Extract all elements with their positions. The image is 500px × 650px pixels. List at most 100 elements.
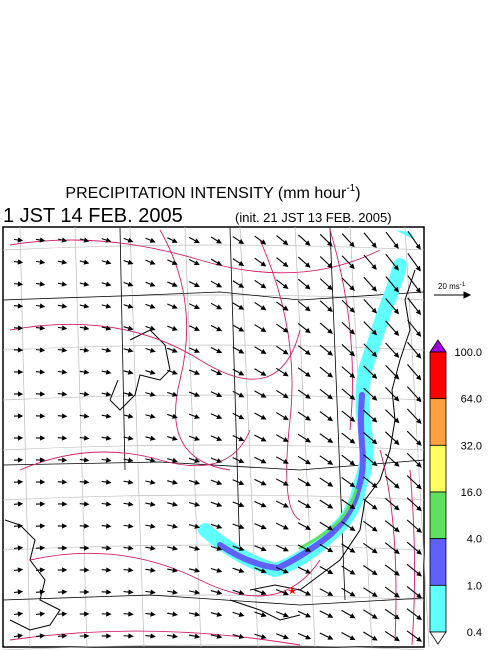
title-end: ) <box>355 185 360 202</box>
wind-arrow-head <box>150 457 156 463</box>
wind-arrow-head <box>416 614 423 621</box>
wind-arrow-head <box>327 372 333 378</box>
wind-arrow-head <box>371 635 378 641</box>
wind-arrow-head <box>305 393 311 399</box>
wind-arrow-head <box>282 327 289 333</box>
wind-arrow-head <box>327 525 334 531</box>
colorbar-label: 32.0 <box>461 440 482 452</box>
wind-arrow-head <box>371 242 377 249</box>
wind-arrow-head <box>305 415 311 421</box>
wind-arrow-head <box>238 568 245 574</box>
wind-arrow-head <box>282 305 289 311</box>
map-grid <box>294 226 316 648</box>
wind-arrow-head <box>17 237 24 243</box>
wind-arrow-head <box>260 612 267 618</box>
wind-arrow-head <box>216 304 223 310</box>
wind-arrow-head <box>349 613 356 619</box>
wind-arrow-head <box>216 589 223 595</box>
wind-arrow-head <box>127 259 134 265</box>
colorbar-segment <box>429 351 447 400</box>
wind-arrow-head <box>327 547 334 553</box>
wind-arrow-head <box>349 591 356 597</box>
wind-arrow-head <box>127 435 134 441</box>
wind-arrow-head <box>393 505 400 511</box>
map-grid <box>184 226 202 648</box>
wind-arrow-head <box>393 243 399 249</box>
wind-arrow-head <box>216 260 223 266</box>
wind-arrow-head <box>127 237 134 243</box>
wind-arrow-head <box>238 370 245 376</box>
wind-arrow-head <box>216 392 223 398</box>
colorbar-label: 100.0 <box>454 347 482 359</box>
wind-arrow-head <box>416 592 422 599</box>
wind-arrow-head <box>349 525 356 531</box>
wind-arrow-head <box>149 369 156 375</box>
wind-arrow-head <box>216 282 223 288</box>
wind-arrow-head <box>83 347 90 353</box>
wind-arrow-head <box>17 303 24 309</box>
wind-arrow-head <box>105 369 112 375</box>
wind-arrow-head <box>371 438 378 445</box>
wind-arrow-head <box>260 436 267 442</box>
wind-arrow-head <box>238 589 245 595</box>
wind-arrow-head <box>371 285 377 292</box>
wind-arrow-head <box>149 259 156 265</box>
wind-arrow-head <box>238 414 245 420</box>
wind-arrow-head <box>127 347 134 353</box>
wind-arrow-head <box>194 479 201 485</box>
wind-arrow-head <box>106 545 112 551</box>
wind-arrow-head <box>127 391 134 397</box>
wind-arrow-head <box>416 636 423 642</box>
wind-arrow-head <box>416 483 422 490</box>
wind-arrow-head <box>83 237 90 243</box>
wind-arrow-head <box>171 238 178 243</box>
wind-arrow-head <box>171 369 178 375</box>
wind-arrow-head <box>17 589 24 595</box>
wind-arrow-head <box>194 589 201 595</box>
wind-arrow-head <box>260 634 267 640</box>
wind-arrow-head <box>39 545 46 551</box>
wind-arrow-head <box>416 549 422 555</box>
wind-arrow-head <box>194 435 201 441</box>
wind-arrow-head <box>17 523 24 529</box>
wind-arrow-head <box>415 287 421 294</box>
wind-arrow-head <box>17 325 24 331</box>
wind-arrow-head <box>305 546 312 552</box>
wind-arrow-head <box>194 567 201 573</box>
wind-arrow-head <box>150 611 156 617</box>
wind-arrow-head <box>393 308 400 315</box>
wind-arrow-head <box>84 523 90 529</box>
wind-arrow-head <box>260 261 267 267</box>
wind-arrow-head <box>260 524 267 530</box>
wind-arrow-head <box>128 523 134 529</box>
wind-arrow-head <box>105 303 112 309</box>
wind-arrow-head <box>238 633 245 639</box>
wind-arrow-head <box>216 348 223 354</box>
wind-arrow-head <box>61 435 68 441</box>
wind-arrow-head <box>371 395 378 401</box>
wind-arrow-head <box>17 347 24 353</box>
station-marker <box>288 586 296 594</box>
wind-arrow-head <box>415 331 422 337</box>
wind-arrow-head <box>305 525 312 530</box>
wind-arrow-head <box>171 303 178 309</box>
wind-arrow-head <box>394 614 400 620</box>
wind-arrow-head <box>283 634 289 640</box>
wind-arrow-head <box>39 325 46 331</box>
wind-arrow-head <box>371 329 378 336</box>
colorbar-segment <box>429 444 447 493</box>
wind-arrow-head <box>282 283 289 289</box>
wind-arrow-head <box>61 391 68 397</box>
wind-arrow-head <box>282 261 289 268</box>
wind-arrow-head <box>327 284 333 291</box>
wind-arrow-head <box>105 413 112 419</box>
wind-arrow-head <box>416 461 422 468</box>
wind-arrow-head <box>61 281 68 287</box>
wind-arrow-head <box>17 545 24 551</box>
wind-arrow-head <box>305 459 311 465</box>
wind-arrow-head <box>150 501 156 507</box>
wind-arrow-head <box>260 305 267 311</box>
wind-arrow-head <box>304 240 311 246</box>
wind-arrow-head <box>260 348 267 354</box>
wind-arrow-head <box>393 439 400 446</box>
